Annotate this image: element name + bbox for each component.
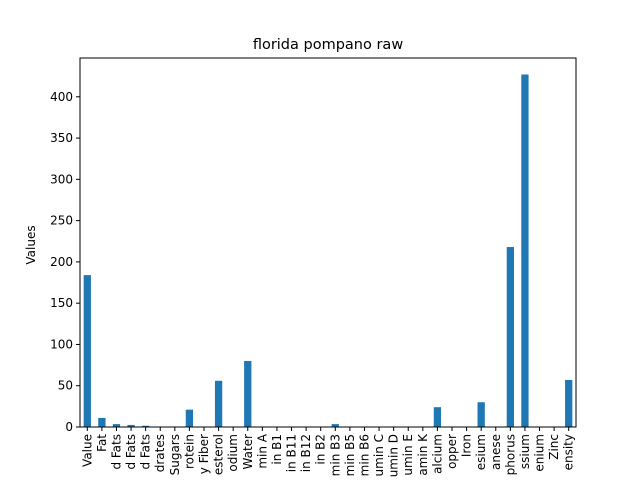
x-tick-label: d Fats [109, 434, 123, 470]
x-tick-label: enium [533, 434, 547, 472]
x-tick-label: min B6 [357, 434, 371, 476]
bar [142, 425, 150, 427]
x-tick-label: umin C [372, 434, 386, 476]
bar [521, 74, 529, 427]
x-tick-label: Value [80, 434, 94, 467]
bar [214, 380, 223, 427]
x-tick-label: phorus [503, 434, 517, 475]
x-tick-label: min B3 [328, 434, 342, 476]
bar [565, 379, 573, 427]
x-tick-label: d Fats [139, 434, 153, 470]
x-tick-label: Zinc [547, 434, 561, 460]
x-tick-label: in B12 [299, 434, 313, 472]
y-tick-label: 100 [50, 337, 73, 351]
y-tick-label: 150 [50, 296, 73, 310]
x-tick-label: in B11 [285, 434, 299, 472]
x-tick-label: min B5 [343, 434, 357, 476]
x-tick-label: ssium [518, 434, 532, 469]
y-tick-label: 400 [50, 90, 73, 104]
chart-title: florida pompano raw [253, 37, 404, 53]
y-tick-label: 300 [50, 172, 73, 186]
bar [127, 424, 135, 427]
y-tick-label: 200 [50, 255, 73, 269]
y-tick-label: 0 [65, 420, 73, 434]
x-tick-label: Water [241, 434, 255, 470]
x-tick-label: y Fiber [197, 434, 211, 474]
x-tick-label: anese [489, 434, 503, 470]
bar [506, 247, 514, 427]
x-tick-label: esium [474, 434, 488, 470]
bar [83, 275, 91, 427]
y-tick-label: 250 [50, 214, 73, 228]
y-axis-label: Values [24, 225, 38, 264]
x-tick-label: d Fats [124, 434, 138, 470]
x-tick-label: alcium [430, 434, 444, 474]
x-tick-label: Fat [95, 434, 109, 452]
x-tick-label: in B1 [270, 434, 284, 465]
x-tick-label: odium [226, 434, 240, 472]
x-tick-label: Sugars [168, 434, 182, 475]
y-tick-label: 50 [58, 379, 73, 393]
x-tick-label: umin D [387, 434, 401, 477]
bar [98, 417, 106, 427]
bar [433, 407, 442, 427]
x-tick-label: min A [255, 433, 269, 468]
bar [244, 360, 252, 427]
x-tick-label: esterol [212, 434, 226, 475]
x-tick-label: amin K [416, 433, 430, 476]
x-tick-label: ensity [562, 434, 576, 470]
bar [331, 424, 339, 427]
bar [185, 409, 194, 427]
x-tick-label: in B2 [314, 434, 328, 465]
x-tick-label: opper [445, 434, 459, 469]
bar [112, 424, 121, 427]
x-tick-label: drates [153, 434, 167, 472]
bar [477, 402, 485, 427]
plot-frame [79, 57, 577, 428]
y-tick-label: 350 [50, 131, 73, 145]
x-tick-label: rotein [182, 434, 196, 469]
x-tick-label: umin E [401, 434, 415, 476]
x-tick-label: Iron [460, 434, 474, 457]
